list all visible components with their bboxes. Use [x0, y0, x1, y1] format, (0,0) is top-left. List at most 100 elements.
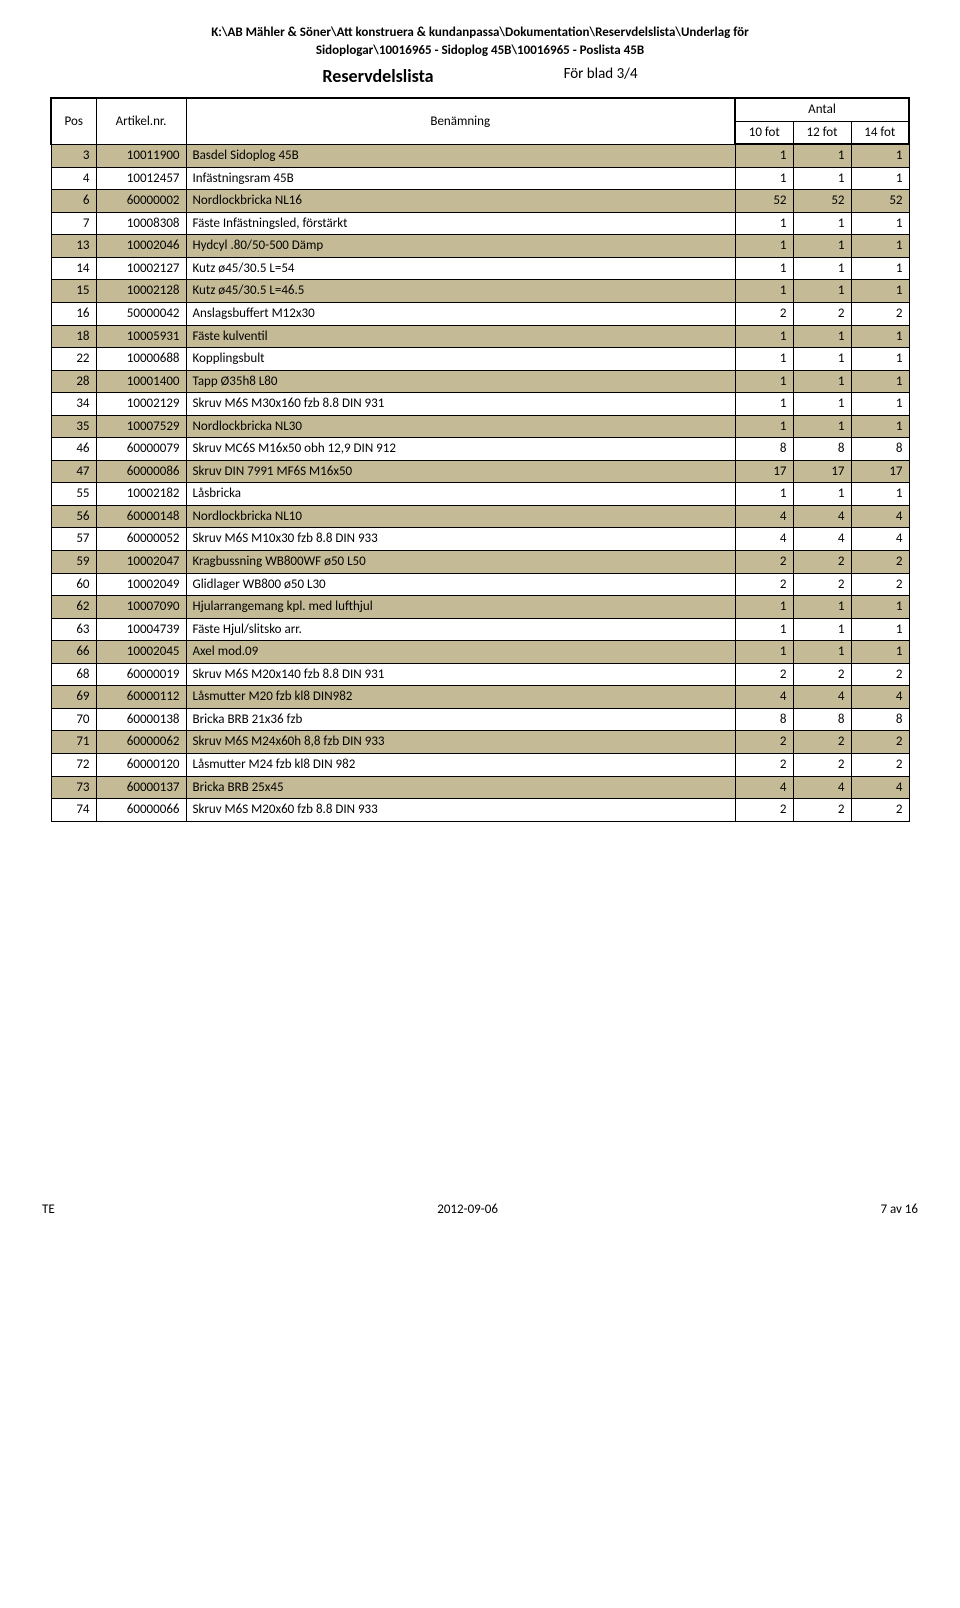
cell-qty: 1 — [735, 212, 793, 235]
cell-art: 10005931 — [96, 325, 186, 348]
cell-pos: 7 — [51, 212, 96, 235]
cell-qty: 1 — [793, 167, 851, 190]
cell-name: Kutz ø45/30.5 L=54 — [186, 257, 735, 280]
cell-name: Skruv DIN 7991 MF6S M16x50 — [186, 460, 735, 483]
cell-name: Hydcyl .80/50-500 Dämp — [186, 235, 735, 258]
cell-name: Kutz ø45/30.5 L=46.5 — [186, 280, 735, 303]
table-row: 6960000112Låsmutter M20 fzb kl8 DIN98244… — [51, 686, 909, 709]
cell-qty: 4 — [851, 505, 909, 528]
cell-qty: 1 — [735, 167, 793, 190]
cell-art: 50000042 — [96, 303, 186, 326]
cell-qty: 1 — [735, 235, 793, 258]
table-row: 7260000120Låsmutter M24 fzb kl8 DIN 9822… — [51, 753, 909, 776]
cell-qty: 1 — [793, 280, 851, 303]
cell-qty: 4 — [735, 776, 793, 799]
cell-art: 10002129 — [96, 393, 186, 416]
cell-art: 60000019 — [96, 663, 186, 686]
cell-name: Skruv M6S M20x60 fzb 8.8 DIN 933 — [186, 799, 735, 822]
table-row: 1810005931Fäste kulventil111 — [51, 325, 909, 348]
cell-qty: 1 — [851, 280, 909, 303]
cell-qty: 2 — [793, 663, 851, 686]
cell-pos: 66 — [51, 641, 96, 664]
path-line-1: K:\AB Mähler & Söner\Att konstruera & ku… — [211, 25, 749, 40]
cell-pos: 62 — [51, 596, 96, 619]
cell-name: Skruv M6S M30x160 fzb 8.8 DIN 931 — [186, 393, 735, 416]
table-row: 6210007090Hjularrangemang kpl. med lufth… — [51, 596, 909, 619]
cell-art: 60000148 — [96, 505, 186, 528]
cell-pos: 72 — [51, 753, 96, 776]
cell-pos: 63 — [51, 618, 96, 641]
col-q3: 14 fot — [851, 121, 909, 144]
cell-qty: 1 — [735, 144, 793, 167]
cell-name: Fäste Infästningsled, förstärkt — [186, 212, 735, 235]
cell-pos: 4 — [51, 167, 96, 190]
cell-pos: 15 — [51, 280, 96, 303]
cell-art: 10007090 — [96, 596, 186, 619]
cell-name: Låsmutter M24 fzb kl8 DIN 982 — [186, 753, 735, 776]
cell-qty: 2 — [793, 731, 851, 754]
cell-pos: 60 — [51, 573, 96, 596]
title-row: Reservdelslista För blad 3/4 — [40, 65, 920, 87]
cell-pos: 6 — [51, 190, 96, 213]
cell-name: Tapp Ø35h8 L80 — [186, 370, 735, 393]
cell-qty: 1 — [735, 618, 793, 641]
table-row: 6860000019Skruv M6S M20x140 fzb 8.8 DIN … — [51, 663, 909, 686]
cell-qty: 1 — [851, 167, 909, 190]
col-q1: 10 fot — [735, 121, 793, 144]
table-row: 310011900Basdel Sidoplog 45B111 — [51, 144, 909, 167]
cell-pos: 13 — [51, 235, 96, 258]
cell-art: 60000002 — [96, 190, 186, 213]
cell-qty: 2 — [851, 303, 909, 326]
cell-qty: 1 — [851, 370, 909, 393]
cell-qty: 2 — [793, 799, 851, 822]
table-row: 6010002049Glidlager WB800 ø50 L30222 — [51, 573, 909, 596]
cell-pos: 57 — [51, 528, 96, 551]
cell-qty: 8 — [735, 708, 793, 731]
cell-name: Skruv MC6S M16x50 obh 12,9 DIN 912 — [186, 438, 735, 461]
cell-qty: 1 — [735, 348, 793, 371]
cell-qty: 1 — [851, 212, 909, 235]
cell-name: Bricka BRB 25x45 — [186, 776, 735, 799]
table-row: 4760000086Skruv DIN 7991 MF6S M16x501717… — [51, 460, 909, 483]
cell-art: 10008308 — [96, 212, 186, 235]
cell-name: Bricka BRB 21x36 fzb — [186, 708, 735, 731]
cell-name: Låsbricka — [186, 483, 735, 506]
cell-qty: 4 — [735, 505, 793, 528]
cell-qty: 2 — [851, 799, 909, 822]
cell-pos: 34 — [51, 393, 96, 416]
table-row: 2810001400Tapp Ø35h8 L80111 — [51, 370, 909, 393]
cell-qty: 4 — [793, 528, 851, 551]
cell-art: 10002127 — [96, 257, 186, 280]
cell-qty: 2 — [735, 799, 793, 822]
cell-qty: 2 — [793, 753, 851, 776]
cell-qty: 2 — [851, 551, 909, 574]
table-row: 1650000042Anslagsbuffert M12x30222 — [51, 303, 909, 326]
cell-name: Låsmutter M20 fzb kl8 DIN982 — [186, 686, 735, 709]
table-row: 660000002Nordlockbricka NL16525252 — [51, 190, 909, 213]
cell-qty: 1 — [735, 325, 793, 348]
cell-name: Basdel Sidoplog 45B — [186, 144, 735, 167]
cell-qty: 1 — [793, 348, 851, 371]
table-row: 5510002182Låsbricka111 — [51, 483, 909, 506]
col-name: Benämning — [186, 98, 735, 144]
cell-qty: 2 — [851, 663, 909, 686]
cell-qty: 1 — [735, 257, 793, 280]
col-pos: Pos — [51, 98, 96, 144]
cell-art: 10002182 — [96, 483, 186, 506]
cell-qty: 1 — [851, 483, 909, 506]
table-row: 4660000079Skruv MC6S M16x50 obh 12,9 DIN… — [51, 438, 909, 461]
cell-qty: 17 — [851, 460, 909, 483]
cell-qty: 1 — [735, 483, 793, 506]
cell-name: Hjularrangemang kpl. med lufthjul — [186, 596, 735, 619]
cell-art: 10002046 — [96, 235, 186, 258]
cell-name: Glidlager WB800 ø50 L30 — [186, 573, 735, 596]
cell-art: 10001400 — [96, 370, 186, 393]
cell-qty: 1 — [793, 325, 851, 348]
cell-name: Kopplingsbult — [186, 348, 735, 371]
table-row: 3510007529Nordlockbricka NL30111 — [51, 415, 909, 438]
cell-art: 60000086 — [96, 460, 186, 483]
table-row: 1410002127Kutz ø45/30.5 L=54111 — [51, 257, 909, 280]
cell-qty: 1 — [851, 235, 909, 258]
cell-qty: 1 — [735, 641, 793, 664]
cell-name: Infästningsram 45B — [186, 167, 735, 190]
